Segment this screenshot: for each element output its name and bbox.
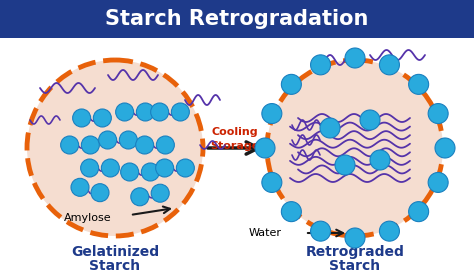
Circle shape [310, 221, 330, 241]
Circle shape [151, 103, 169, 121]
Circle shape [320, 118, 340, 138]
Circle shape [141, 163, 159, 181]
Circle shape [82, 136, 100, 154]
Circle shape [262, 172, 282, 192]
Text: Starch: Starch [90, 259, 141, 273]
Circle shape [155, 159, 173, 177]
Circle shape [71, 178, 89, 196]
Circle shape [156, 136, 174, 154]
Circle shape [409, 74, 428, 94]
Circle shape [380, 55, 400, 75]
Circle shape [435, 138, 455, 158]
Circle shape [171, 103, 189, 121]
Circle shape [121, 163, 139, 181]
Circle shape [380, 221, 400, 241]
Circle shape [345, 228, 365, 248]
Circle shape [409, 202, 428, 222]
Circle shape [428, 172, 448, 192]
Circle shape [101, 159, 119, 177]
Circle shape [282, 74, 301, 94]
Circle shape [27, 60, 203, 236]
Text: Gelatinized: Gelatinized [71, 245, 159, 259]
Circle shape [335, 155, 355, 175]
Circle shape [428, 104, 448, 123]
Circle shape [136, 136, 154, 154]
Circle shape [81, 159, 99, 177]
Circle shape [151, 184, 169, 202]
Text: Water: Water [248, 228, 282, 238]
Circle shape [262, 104, 282, 123]
Circle shape [131, 188, 149, 206]
Circle shape [360, 110, 380, 130]
Circle shape [282, 202, 301, 222]
Circle shape [73, 109, 91, 127]
Text: Cooling: Cooling [212, 127, 258, 137]
Text: Storage: Storage [210, 141, 260, 151]
Text: Amylose: Amylose [64, 213, 112, 223]
Text: Starch Retrogradation: Starch Retrogradation [105, 9, 369, 29]
Circle shape [116, 103, 134, 121]
Circle shape [310, 55, 330, 75]
Text: Starch: Starch [329, 259, 381, 273]
Circle shape [91, 184, 109, 202]
Circle shape [370, 150, 390, 170]
Circle shape [267, 60, 443, 236]
Circle shape [137, 103, 155, 121]
Circle shape [99, 131, 117, 149]
Text: Retrograded: Retrograded [306, 245, 404, 259]
Circle shape [345, 48, 365, 68]
Circle shape [176, 159, 194, 177]
Circle shape [61, 136, 79, 154]
Circle shape [255, 138, 275, 158]
Circle shape [93, 109, 111, 127]
Bar [0, 0, 474, 38]
Circle shape [119, 131, 137, 149]
